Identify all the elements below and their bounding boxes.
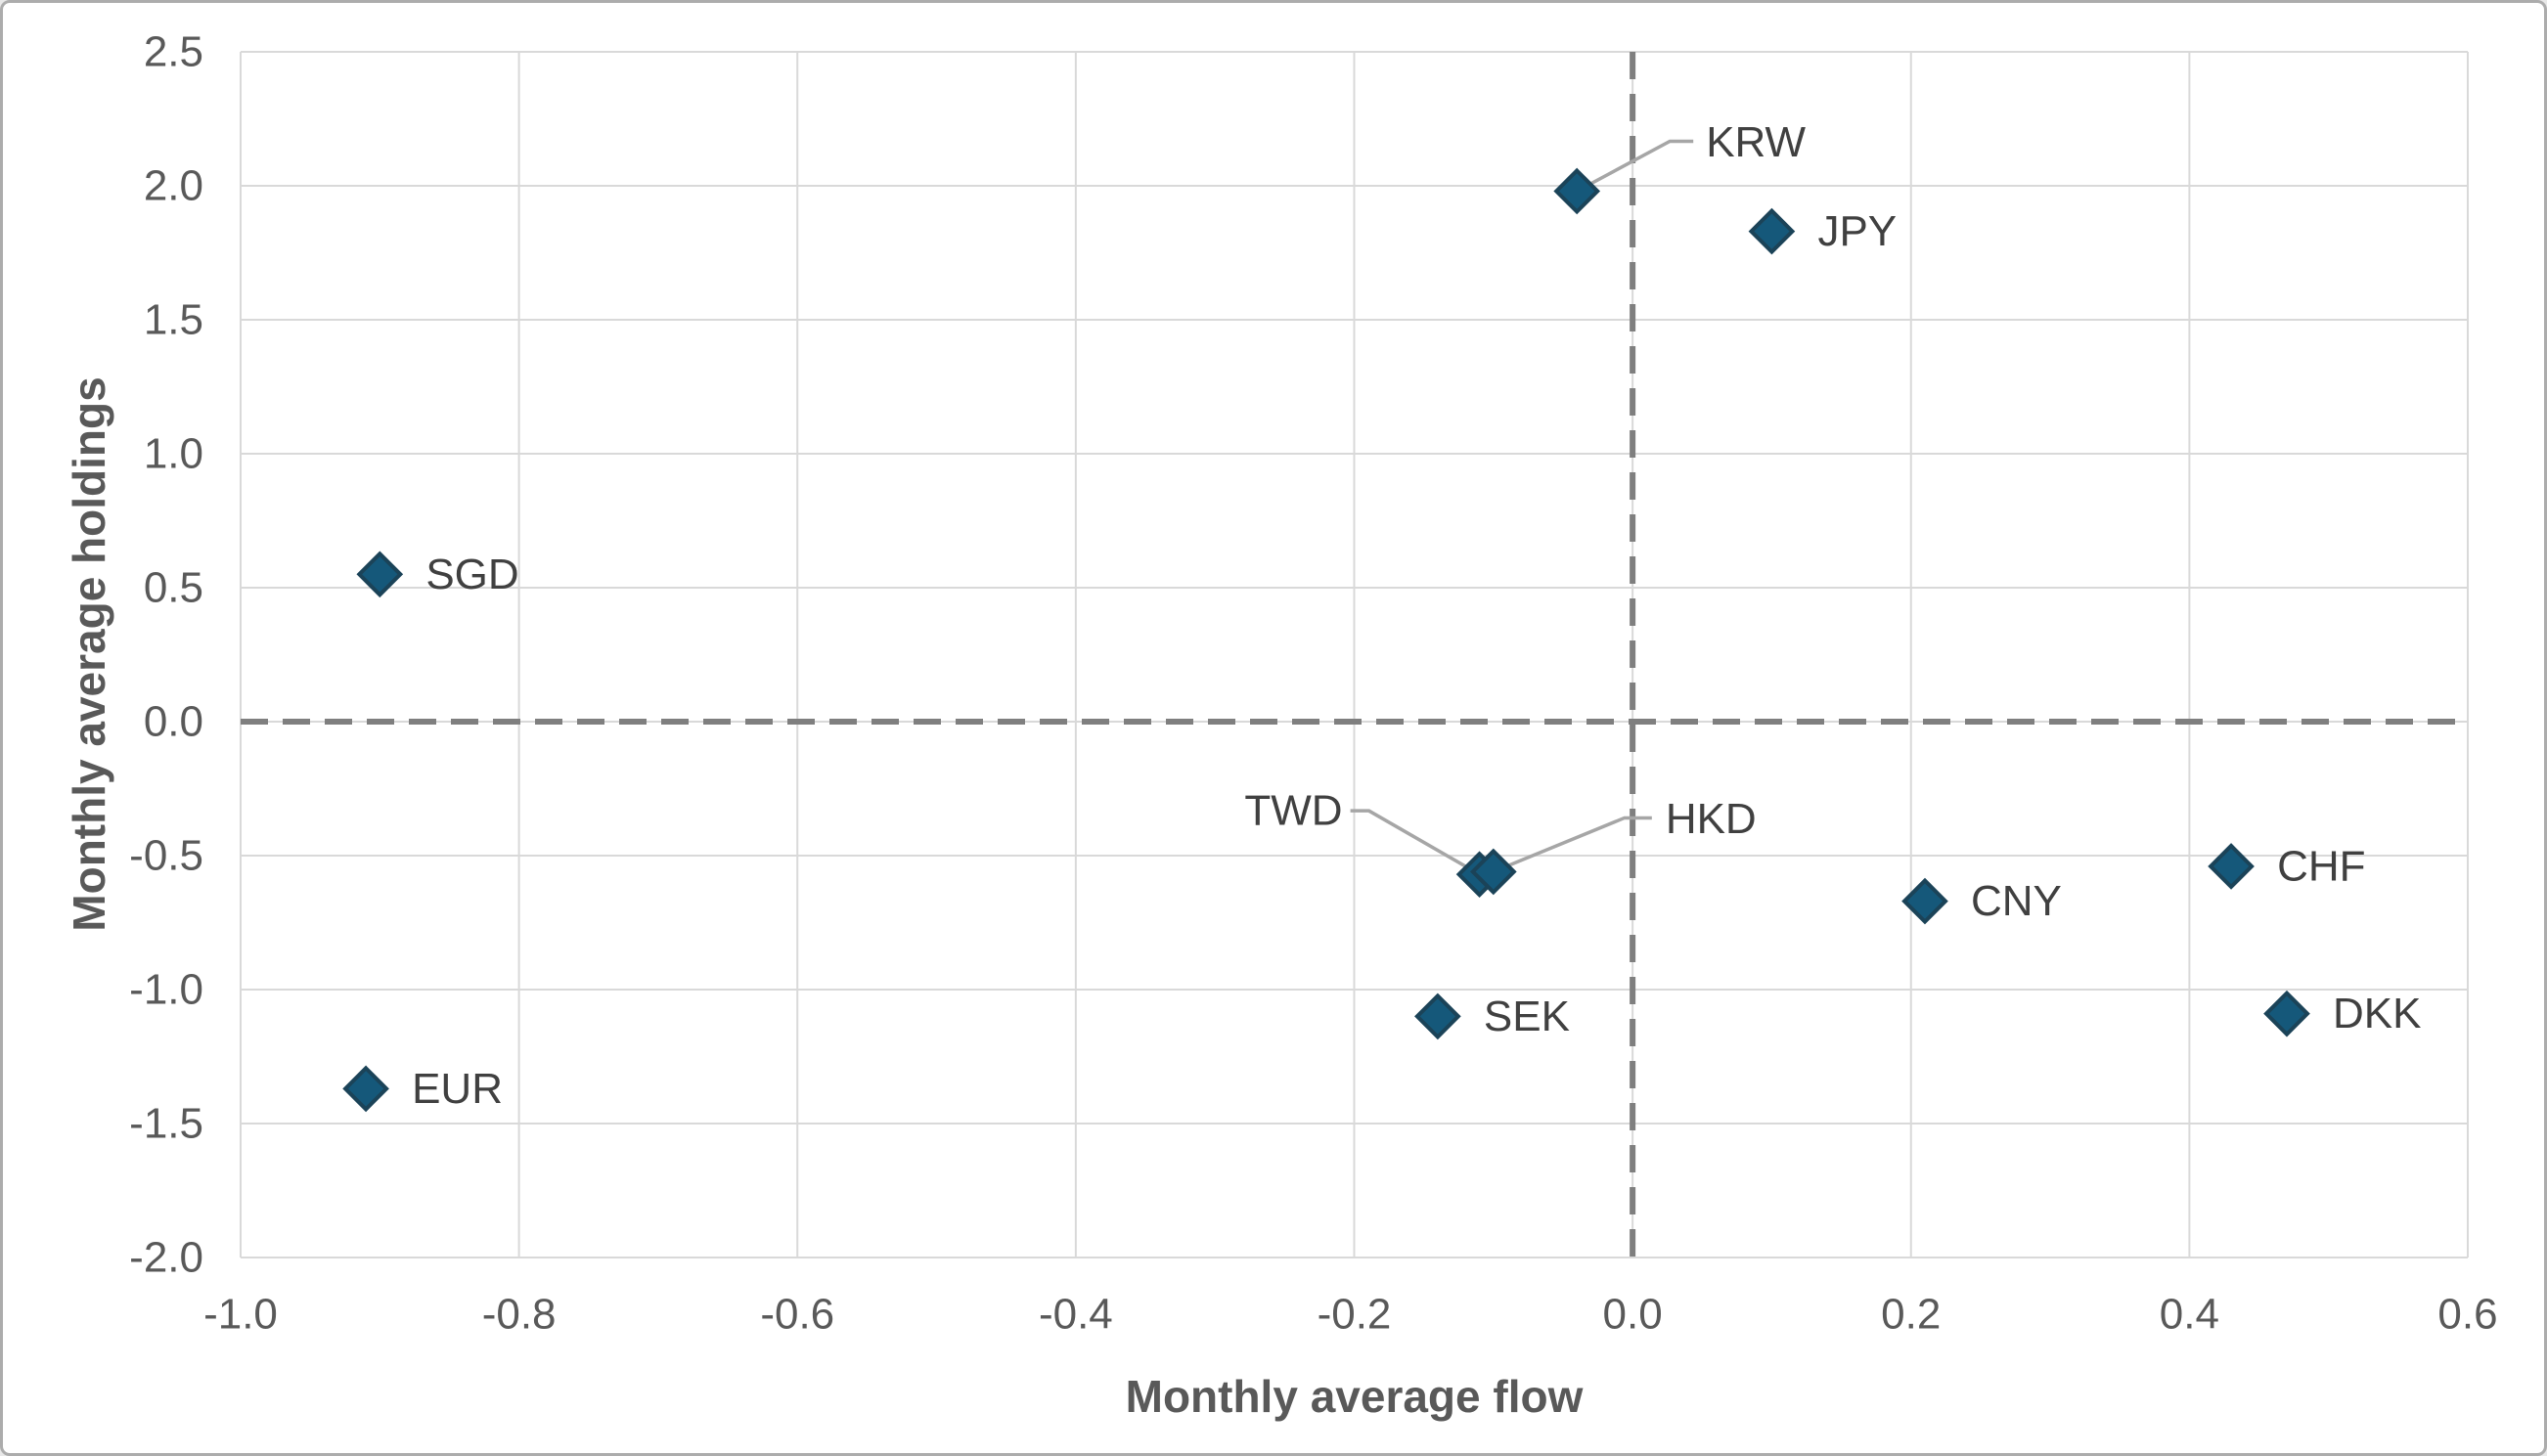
x-tick-label: -0.6: [760, 1291, 834, 1339]
y-tick-label: 1.5: [144, 296, 203, 344]
x-tick-label: 0.2: [1881, 1291, 1941, 1339]
y-tick-label: -1.0: [129, 966, 203, 1014]
point-label-chf: CHF: [2277, 842, 2365, 890]
data-point-jpy: [1748, 207, 1796, 255]
y-tick-label: -2.0: [129, 1234, 203, 1282]
x-tick-label: 0.0: [1603, 1291, 1663, 1339]
x-tick-label: 0.6: [2437, 1291, 2497, 1339]
leader-line-hkd: [1493, 816, 1652, 874]
data-point-hkd: [1469, 848, 1517, 896]
point-label-sgd: SGD: [425, 551, 518, 598]
data-point-cny: [1901, 877, 1948, 925]
data-point-dkk: [2263, 990, 2310, 1037]
x-tick-label: -0.2: [1318, 1291, 1392, 1339]
data-point-krw: [1553, 167, 1601, 215]
y-tick-label: -0.5: [129, 832, 203, 880]
x-tick-label: -0.8: [482, 1291, 557, 1339]
point-label-twd: TWD: [1244, 787, 1342, 835]
point-label-jpy: JPY: [1817, 207, 1897, 255]
x-tick-label: -0.4: [1039, 1291, 1113, 1339]
data-point-chf: [2208, 843, 2255, 890]
y-tick-label: 2.0: [144, 162, 203, 210]
x-axis-title: Monthly average flow: [1125, 1371, 1584, 1422]
leader-line-krw: [1576, 139, 1694, 194]
leader-line-twd: [1350, 809, 1481, 876]
point-label-dkk: DKK: [2333, 990, 2421, 1037]
x-tick-label: 0.4: [2160, 1291, 2219, 1339]
point-label-eur: EUR: [412, 1065, 503, 1113]
x-tick-label: -1.0: [203, 1291, 278, 1339]
y-tick-label: 2.5: [144, 28, 203, 76]
data-point-sgd: [356, 551, 404, 598]
y-tick-label: 1.0: [144, 430, 203, 478]
data-point-sek: [1414, 993, 1461, 1040]
point-label-krw: KRW: [1706, 118, 1806, 166]
point-label-sek: SEK: [1484, 993, 1570, 1040]
point-label-cny: CNY: [1971, 877, 2062, 925]
y-axis-title: Monthly average holdings: [64, 376, 114, 932]
data-point-eur: [342, 1065, 389, 1113]
y-tick-label: 0.5: [144, 564, 203, 612]
y-tick-label: 0.0: [144, 698, 203, 746]
point-label-hkd: HKD: [1666, 795, 1757, 843]
y-tick-label: -1.5: [129, 1100, 203, 1148]
